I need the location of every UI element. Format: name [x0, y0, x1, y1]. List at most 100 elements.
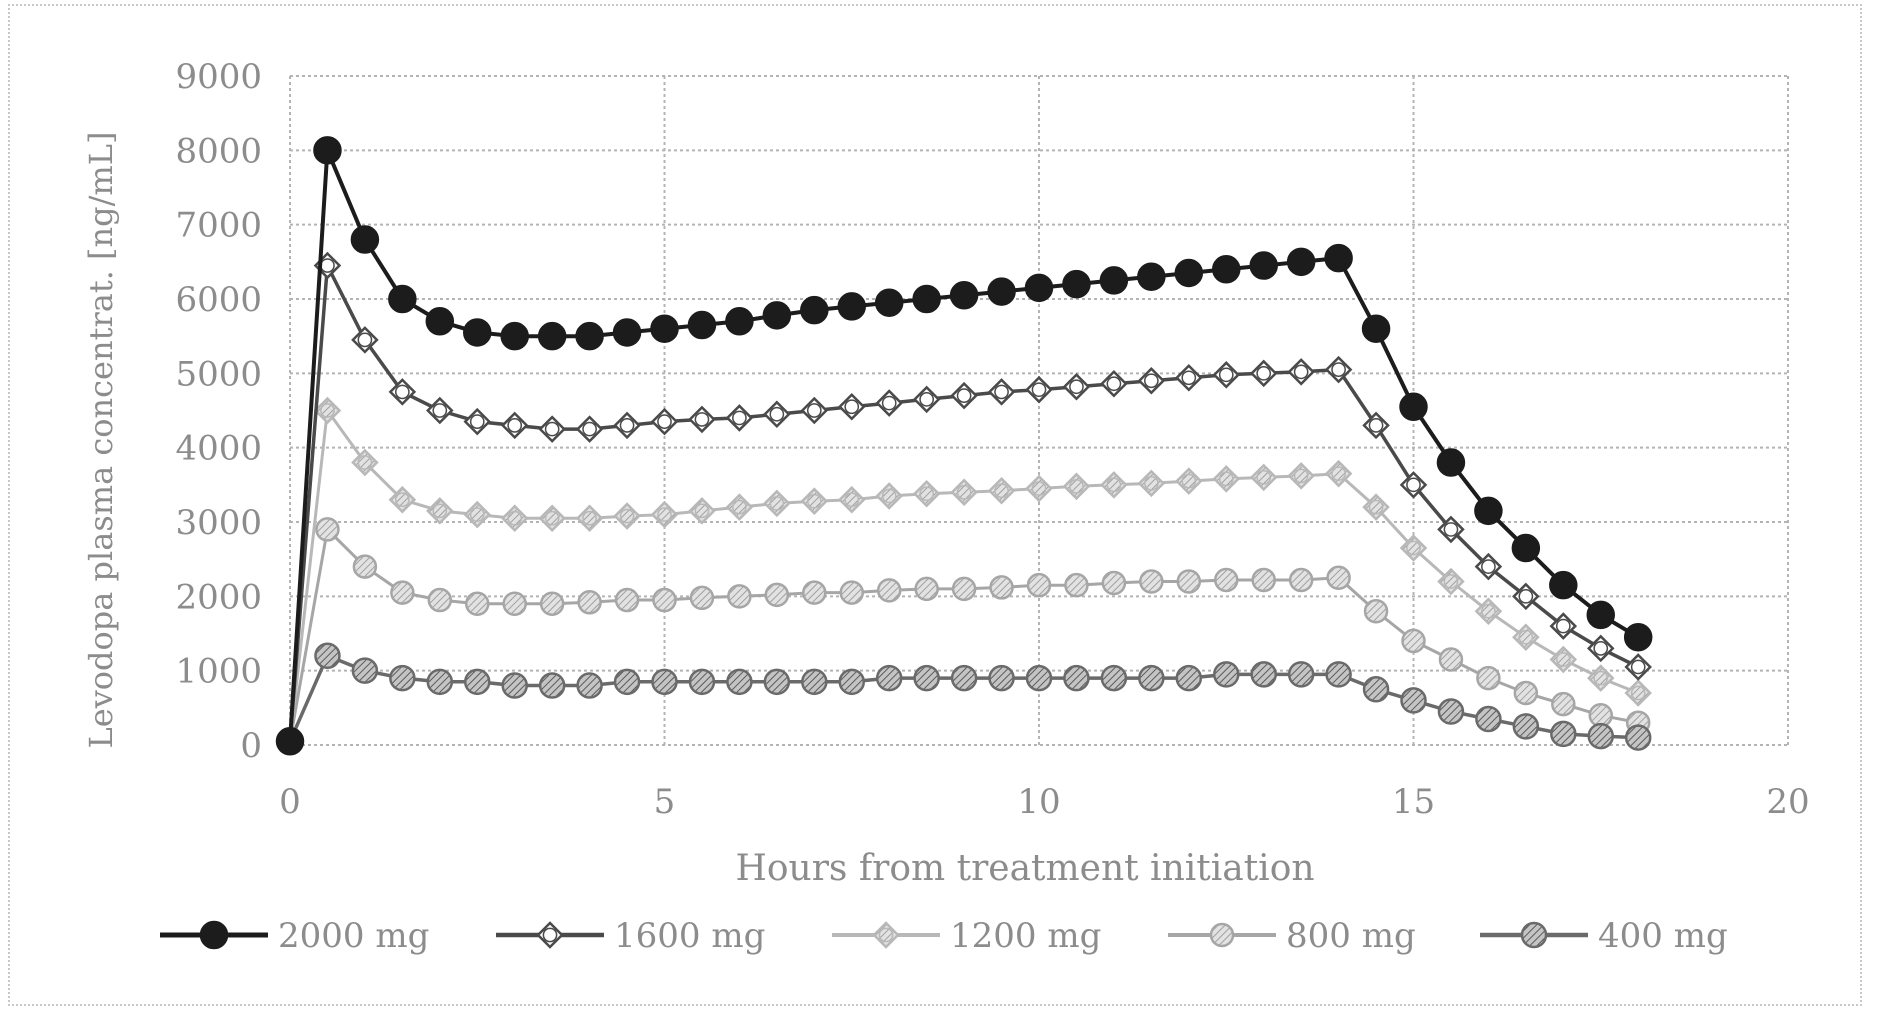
data-point-1200mg-inner: [769, 496, 785, 511]
data-point-1600mg: [1062, 372, 1091, 401]
data-point-1600mg: [1549, 612, 1578, 640]
data-point-800mg: [839, 580, 864, 605]
data-point-2000mg: [1062, 269, 1091, 299]
data-point-2000mg: [725, 307, 754, 336]
data-point-2000mg: [388, 284, 417, 314]
y-tick-label: 7000: [175, 206, 262, 246]
data-point-800mg: [689, 585, 715, 611]
x-tick-label: 10: [1017, 782, 1060, 822]
data-point-1600mg-inner: [1593, 641, 1609, 656]
y-tick-label: 4000: [175, 429, 262, 469]
data-point-1200mg-inner: [1555, 652, 1571, 667]
data-point-2000mg: [874, 288, 904, 317]
data-point-1200mg: [1249, 463, 1278, 492]
data-point-1600mg-inner: [469, 414, 485, 429]
data-point-400mg: [1063, 664, 1090, 692]
data-point-1200mg: [1362, 493, 1390, 521]
data-point-1600mg-inner: [956, 388, 972, 403]
data-point-1600mg-inner: [1518, 588, 1534, 604]
data-point-1600mg: [875, 389, 903, 417]
data-point-800mg: [876, 578, 902, 603]
axes: 0 1000 2000 3000 4000 5000 6000 7000 8000 9000 0 5 1…: [175, 57, 1809, 822]
chart-frame: [8, 4, 1862, 1006]
legend-marker-400mg: [1520, 921, 1548, 949]
y-axis-label: Levodopa plasma concentrat. [ng/mL]: [82, 132, 120, 749]
data-point-2000mg: [837, 292, 866, 321]
data-point-1200mg-inner: [1368, 499, 1384, 515]
data-point-800mg: [315, 517, 340, 542]
data-point-1600mg-inner: [1630, 659, 1646, 675]
data-point-1600mg-inner: [881, 395, 897, 411]
data-point-400mg: [389, 664, 416, 692]
data-point-2000mg: [1436, 448, 1466, 477]
data-point-1200mg: [1100, 471, 1128, 499]
data-point-1200mg: [1474, 597, 1503, 625]
data-point-400mg: [1175, 664, 1203, 692]
x-tick-label: 15: [1392, 782, 1435, 822]
data-point-800mg: [1326, 565, 1351, 590]
data-point-800mg: [1101, 570, 1127, 596]
data-point-2000mg: [1361, 314, 1391, 343]
data-point-1600mg: [388, 378, 417, 406]
data-point-1200mg-inner: [806, 493, 822, 509]
data-point-800mg: [1214, 567, 1239, 593]
data-point-400mg: [501, 672, 528, 699]
data-point-400mg: [1437, 698, 1465, 725]
legend-marker-800mg: [1209, 922, 1235, 948]
data-point-1200mg: [463, 500, 492, 529]
data-point-400mg: [950, 664, 978, 692]
data-point-1200mg: [388, 485, 417, 514]
data-point-1600mg: [1512, 582, 1540, 611]
data-point-2000mg: [650, 314, 679, 343]
data-point-1200mg: [538, 504, 566, 533]
data-point-800mg: [1363, 598, 1389, 624]
data-point-1600mg-inner: [507, 418, 523, 433]
series-layer: [275, 136, 1653, 756]
data-point-800mg: [614, 587, 640, 613]
data-point-1600mg-inner: [806, 403, 822, 418]
data-point-2000mg: [575, 321, 604, 351]
data-point-800mg: [390, 580, 415, 605]
data-point-800mg: [1176, 569, 1202, 594]
data-point-2000mg: [1474, 496, 1503, 526]
data-point-1600mg-inner: [1406, 477, 1421, 493]
legend-marker-1200mg: [872, 921, 900, 949]
data-point-1200mg: [1437, 567, 1465, 596]
data-point-1600mg: [1437, 515, 1465, 544]
data-point-400mg: [1550, 720, 1577, 748]
data-point-400mg: [875, 664, 903, 692]
data-point-1200mg: [1287, 462, 1315, 490]
data-point-1200mg: [313, 396, 342, 425]
legend-label-800mg: 800 mg: [1286, 916, 1416, 956]
data-point-1200mg: [1212, 465, 1241, 493]
data-point-2000mg: [1174, 258, 1204, 288]
data-point-800mg: [1026, 572, 1052, 598]
data-point-2000mg: [1511, 533, 1541, 563]
data-point-1200mg-inner: [432, 503, 448, 519]
data-point-1600mg: [987, 378, 1016, 406]
data-point-2000mg: [350, 225, 380, 254]
data-point-400mg: [1624, 724, 1652, 751]
data-point-1600mg: [538, 415, 566, 443]
data-point-800mg: [577, 590, 602, 615]
data-point-400mg: [314, 642, 341, 670]
data-point-1200mg-inner: [507, 510, 523, 526]
data-point-800mg: [1401, 628, 1426, 654]
legend: 2000 mg 1600 mg 1200 mg 800 mg 400 mg: [160, 916, 1728, 956]
y-tick-label: 1000: [175, 652, 262, 692]
data-point-400mg: [763, 668, 791, 696]
data-point-1600mg-inner: [619, 418, 635, 433]
data-point-1200mg-inner: [844, 492, 860, 508]
data-point-400mg: [1362, 676, 1390, 703]
data-point-1600mg-inner: [1181, 370, 1197, 386]
y-tick-label: 2000: [175, 577, 262, 617]
data-point-400mg: [1325, 661, 1352, 688]
data-point-800mg: [802, 580, 827, 605]
series-1600mg: [276, 251, 1652, 756]
data-point-1600mg-inner: [1031, 382, 1047, 398]
data-point-2000mg: [275, 727, 305, 756]
data-point-400mg: [426, 668, 454, 696]
data-point-1600mg: [1100, 369, 1128, 398]
data-point-400mg: [1587, 722, 1614, 750]
